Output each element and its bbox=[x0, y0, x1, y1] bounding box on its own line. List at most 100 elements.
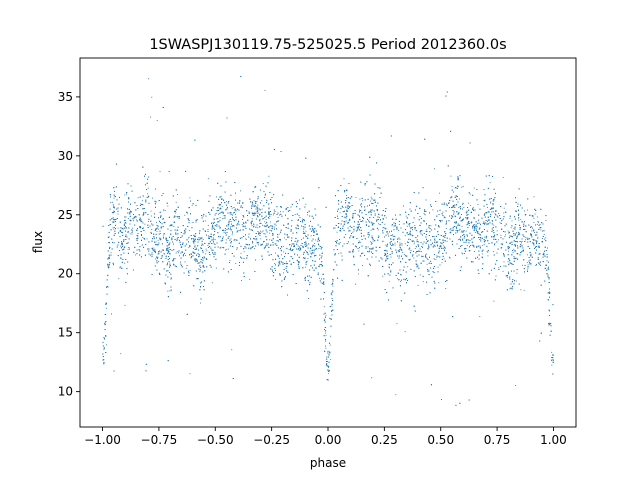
data-point bbox=[340, 230, 342, 232]
data-point bbox=[442, 235, 444, 237]
data-point bbox=[189, 197, 191, 199]
data-point bbox=[483, 244, 485, 245]
data-point bbox=[269, 239, 271, 241]
data-point bbox=[171, 224, 173, 225]
data-point bbox=[390, 256, 392, 258]
data-point bbox=[490, 202, 492, 204]
data-point bbox=[156, 230, 158, 232]
data-point bbox=[119, 266, 121, 268]
data-point bbox=[147, 187, 149, 189]
data-point bbox=[440, 221, 442, 223]
data-point bbox=[502, 177, 504, 179]
data-point bbox=[352, 231, 354, 233]
data-point bbox=[177, 216, 179, 218]
data-point bbox=[332, 278, 333, 280]
data-point bbox=[508, 250, 509, 252]
data-point bbox=[140, 219, 142, 221]
data-point bbox=[438, 282, 440, 284]
data-point bbox=[461, 252, 463, 254]
data-point bbox=[157, 239, 159, 241]
data-point bbox=[338, 253, 340, 255]
data-point bbox=[253, 200, 255, 202]
data-point bbox=[406, 225, 408, 227]
data-point bbox=[462, 253, 463, 255]
data-point bbox=[162, 235, 164, 237]
data-point bbox=[345, 234, 347, 235]
data-point bbox=[297, 225, 299, 227]
data-point bbox=[179, 263, 181, 265]
data-point bbox=[261, 208, 263, 210]
data-point bbox=[217, 213, 219, 215]
data-point bbox=[220, 246, 222, 248]
data-point bbox=[215, 267, 217, 269]
data-point bbox=[520, 289, 522, 291]
data-point bbox=[513, 228, 515, 230]
data-point bbox=[413, 257, 415, 259]
data-point bbox=[153, 247, 155, 249]
data-point bbox=[442, 238, 444, 240]
data-point bbox=[384, 223, 386, 225]
data-point bbox=[313, 250, 315, 252]
data-point bbox=[158, 252, 160, 254]
data-point bbox=[301, 218, 303, 220]
data-point bbox=[521, 221, 523, 222]
data-point bbox=[513, 248, 515, 250]
data-point bbox=[360, 220, 362, 222]
data-point bbox=[188, 229, 190, 231]
data-point bbox=[167, 205, 169, 207]
data-point bbox=[490, 201, 492, 203]
data-point bbox=[296, 228, 298, 230]
data-point bbox=[422, 281, 424, 283]
data-point bbox=[315, 239, 317, 241]
data-point bbox=[400, 249, 402, 250]
data-point bbox=[195, 247, 197, 249]
data-point bbox=[309, 250, 311, 252]
data-point bbox=[288, 249, 290, 251]
data-point bbox=[433, 168, 435, 170]
data-point bbox=[326, 363, 328, 364]
data-point bbox=[187, 237, 189, 239]
data-point bbox=[349, 218, 350, 220]
data-point bbox=[211, 249, 212, 251]
data-point bbox=[329, 351, 331, 353]
data-point bbox=[318, 248, 320, 249]
data-point bbox=[518, 210, 520, 212]
data-point bbox=[150, 215, 152, 217]
data-point bbox=[279, 261, 281, 263]
data-point bbox=[537, 237, 539, 239]
data-point bbox=[385, 217, 387, 219]
data-point bbox=[415, 246, 417, 248]
data-point bbox=[531, 230, 533, 232]
data-point bbox=[259, 230, 261, 232]
data-point bbox=[275, 224, 277, 226]
data-point bbox=[147, 220, 149, 222]
data-point bbox=[403, 254, 405, 255]
data-point bbox=[465, 230, 467, 232]
data-point bbox=[453, 226, 455, 228]
data-point bbox=[147, 193, 149, 195]
data-point bbox=[257, 207, 259, 209]
data-point bbox=[414, 224, 416, 226]
data-point bbox=[396, 323, 398, 325]
data-point bbox=[518, 219, 520, 221]
data-point bbox=[238, 220, 240, 222]
data-point bbox=[251, 201, 253, 203]
data-point bbox=[419, 274, 421, 276]
data-point bbox=[378, 223, 379, 225]
data-point bbox=[274, 279, 276, 280]
data-point bbox=[339, 212, 341, 214]
data-point bbox=[399, 249, 401, 250]
data-point bbox=[169, 290, 171, 292]
data-point bbox=[541, 241, 543, 243]
data-point bbox=[229, 228, 231, 230]
data-point bbox=[445, 288, 447, 289]
data-point bbox=[493, 211, 494, 213]
data-point bbox=[207, 178, 209, 180]
data-point bbox=[110, 202, 112, 203]
data-point bbox=[262, 183, 264, 184]
data-point bbox=[231, 231, 233, 233]
data-point bbox=[527, 269, 528, 271]
data-point bbox=[206, 250, 208, 252]
data-point bbox=[521, 264, 523, 266]
data-point bbox=[233, 212, 235, 214]
